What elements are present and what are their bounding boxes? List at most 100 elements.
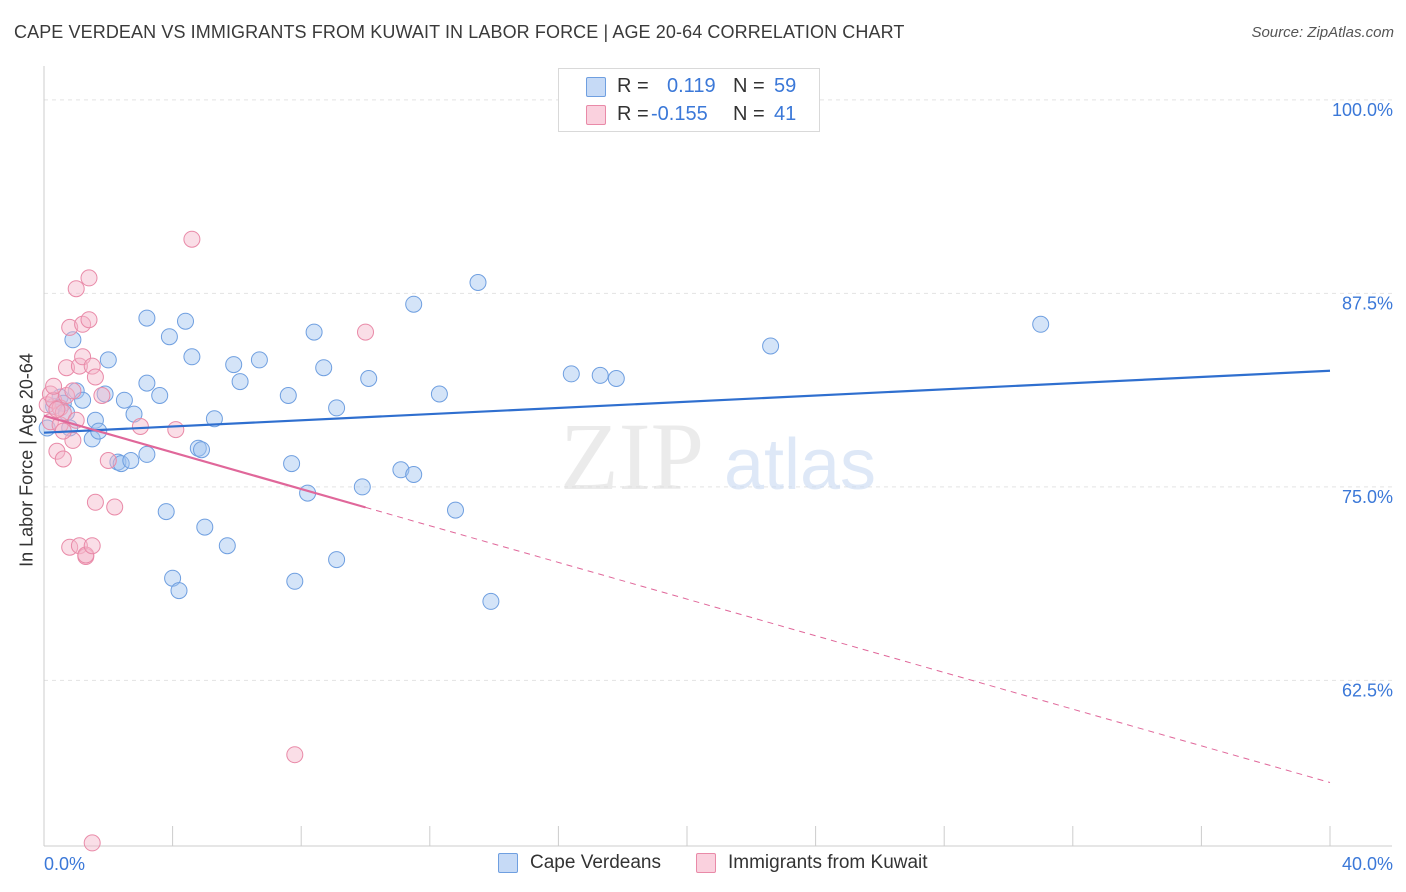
legend-n-value: 59 <box>774 75 797 97</box>
kuwait-point <box>58 359 75 377</box>
cape-verdean-point <box>305 323 323 341</box>
source-credit: Source: ZipAtlas.com <box>1251 24 1394 41</box>
cape-verdean-point <box>482 592 500 610</box>
bottom-legend-label: Cape Verdeans <box>530 852 661 873</box>
legend-row-cape-verdeans: R = 0.119 N = 59 <box>559 72 819 100</box>
cape-verdean-point <box>196 518 214 536</box>
cape-verdean-point <box>283 455 301 473</box>
kuwait-point <box>99 452 117 469</box>
cape-verdean-point <box>138 445 156 463</box>
cape-verdean-point <box>122 452 140 469</box>
kuwait-point <box>54 450 72 468</box>
cape-verdean-point <box>1032 315 1050 333</box>
cape-verdean-point <box>193 441 210 459</box>
kuwait-point <box>83 834 101 852</box>
kuwait-trend-line-solid <box>43 414 366 509</box>
cape-verdean-point <box>138 309 156 327</box>
kuwait-point <box>183 230 201 248</box>
legend-r-value: 0.119 <box>667 75 716 97</box>
bottom-legend-label: Immigrants from Kuwait <box>728 852 928 873</box>
legend-r-label: R = <box>617 103 649 125</box>
watermark: ZIP atlas <box>560 403 876 510</box>
y-axis-label: In Labor Force | Age 20-64 <box>16 353 37 567</box>
legend-swatch-pink <box>586 105 606 125</box>
trend-lines <box>43 369 1331 784</box>
watermark-atlas: atlas <box>724 425 876 505</box>
cape-verdean-point <box>183 348 201 366</box>
legend-row-kuwait: R = -0.155 N = 41 <box>559 100 819 128</box>
cape-verdean-point <box>315 359 333 377</box>
y-tick-label: 87.5% <box>1342 293 1393 313</box>
kuwait-point <box>167 421 185 439</box>
cape-verdean-point <box>160 328 178 346</box>
legend-r-value: -0.155 <box>651 103 708 125</box>
cape-verdean-point <box>353 478 371 496</box>
y-tick-label: 100.0% <box>1332 100 1393 120</box>
kuwait-point <box>80 311 98 329</box>
cape-verdean-point <box>250 351 268 369</box>
legend-r-label: R = <box>617 75 649 97</box>
cape-verdean-point <box>405 466 423 483</box>
cape-verdean-point <box>218 537 236 555</box>
kuwait-point <box>86 493 104 511</box>
cape-verdean-point <box>170 582 188 600</box>
watermark-zip: ZIP <box>560 403 704 510</box>
cape-verdean-point <box>231 373 249 391</box>
kuwait-trend-line-dashed <box>365 506 1331 784</box>
kuwait-point <box>106 498 124 516</box>
kuwait-point <box>48 401 66 418</box>
kuwait-point <box>80 269 98 287</box>
kuwait-point <box>93 387 111 404</box>
kuwait-point <box>83 357 101 375</box>
legend-swatch-blue <box>586 77 606 97</box>
tick-labels: 100.0% 87.5% 75.0% 62.5% 0.0% 40.0% <box>44 100 1393 874</box>
cape-verdean-point <box>469 274 487 291</box>
bottom-legend-swatch-pink <box>696 853 716 873</box>
legend-n-value: 41 <box>774 103 797 125</box>
kuwait-point <box>67 280 85 298</box>
cape-verdean-point <box>157 503 175 521</box>
kuwait-point <box>286 746 304 764</box>
data-points <box>38 230 1050 852</box>
x-tick-label: 0.0% <box>44 854 85 874</box>
cape-verdean-point <box>286 572 304 590</box>
chart-title: CAPE VERDEAN VS IMMIGRANTS FROM KUWAIT I… <box>14 22 905 42</box>
cape-verdean-point <box>591 366 609 384</box>
kuwait-point <box>70 357 88 375</box>
cape-verdean-point <box>138 374 156 392</box>
cape-verdean-point <box>328 551 346 569</box>
cape-verdean-trend-line <box>43 369 1331 434</box>
cape-verdean-point <box>205 410 223 428</box>
cape-verdean-point <box>225 356 243 374</box>
correlation-legend: R = 0.119 N = 59 R = -0.155 N = 41 <box>558 68 820 132</box>
cape-verdean-point <box>447 501 464 519</box>
cape-verdean-point <box>86 411 104 429</box>
kuwait-point <box>131 418 149 435</box>
bottom-legend-swatch-blue <box>498 853 518 873</box>
kuwait-point <box>61 318 79 336</box>
cape-verdean-point <box>328 399 346 417</box>
cape-verdean-point <box>360 370 378 387</box>
kuwait-point <box>64 382 82 400</box>
cape-verdean-point <box>177 312 194 330</box>
kuwait-point <box>45 377 63 395</box>
axes <box>43 66 1392 847</box>
kuwait-point <box>70 537 88 555</box>
legend-n-label: N = <box>733 103 765 125</box>
x-tick-label: 40.0% <box>1342 854 1393 874</box>
legend-n-label: N = <box>733 75 765 97</box>
kuwait-point <box>86 368 104 386</box>
y-tick-label: 75.0% <box>1342 487 1393 507</box>
y-tick-label: 62.5% <box>1342 680 1393 700</box>
cape-verdean-point <box>562 365 580 383</box>
cape-verdean-point <box>99 351 117 369</box>
gridlines <box>44 99 1392 681</box>
cape-verdean-point <box>762 337 780 355</box>
cape-verdean-point <box>115 391 133 409</box>
cape-verdean-point <box>430 385 448 403</box>
cape-verdean-point <box>607 370 625 387</box>
cape-verdean-point <box>151 387 169 404</box>
cape-verdean-point <box>279 387 297 404</box>
kuwait-point <box>77 546 95 564</box>
